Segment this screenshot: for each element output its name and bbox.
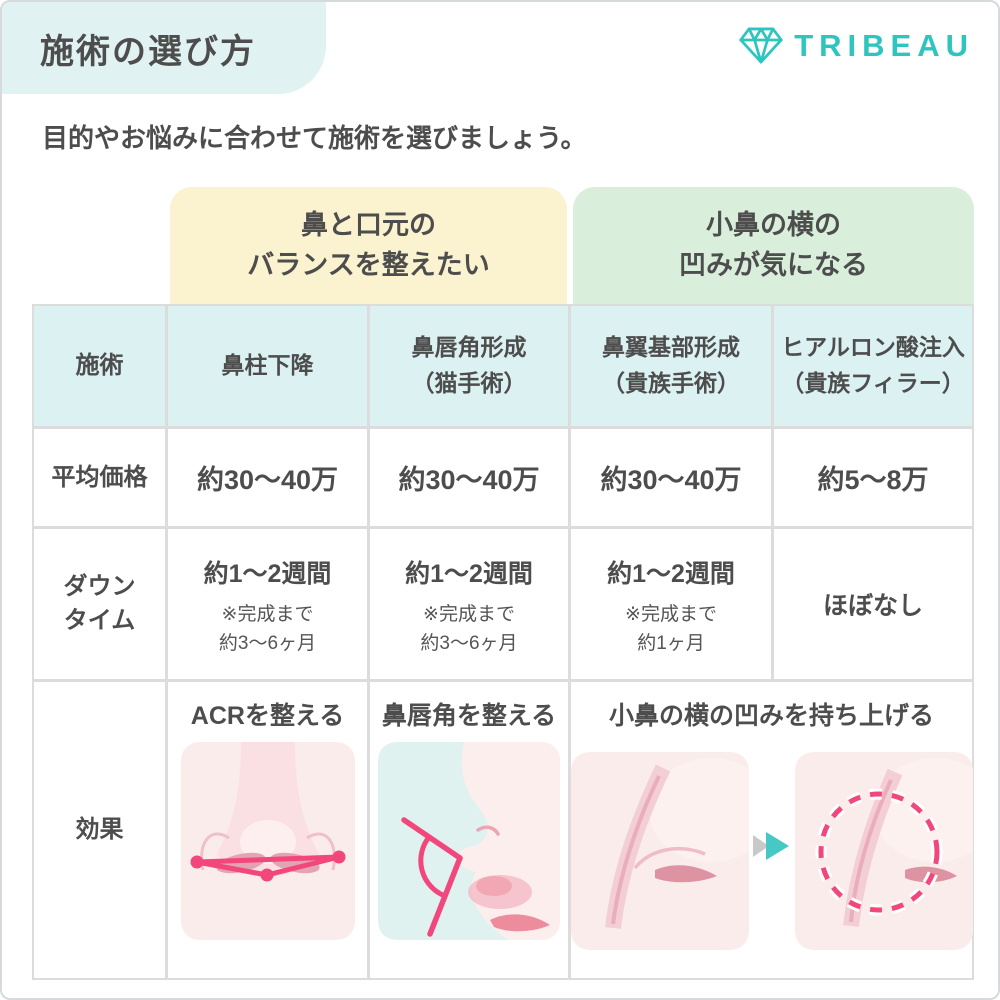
intro-text: 目的やお悩みに合わせて施術を選びましょう。 [42, 123, 587, 153]
row-header-downtime: ダウン タイム [34, 529, 165, 679]
effect-label: ACRを整える [190, 702, 345, 730]
effect-label: 鼻唇角を整える [381, 702, 557, 730]
procedure-name: 鼻唇角形成 [411, 334, 527, 361]
comparison-table: 施術 鼻柱下降 鼻唇角形成 （猫手術） 鼻翼基部形成 （貴族手術） ヒアルロン酸… [32, 304, 974, 980]
price-value: 約30〜40万 [398, 465, 540, 495]
procedure-subname: （貴族フィラー） [781, 370, 965, 396]
page-title: 施術の選び方 [40, 32, 256, 71]
downtime-note: ※完成まで [423, 603, 515, 625]
downtime-note: 約3〜6ヶ月 [420, 632, 518, 654]
before-after-row [570, 742, 973, 950]
procedure-name-cell: ヒアルロン酸注入 （貴族フィラー） [774, 306, 972, 426]
row-header-effect: 効果 [34, 682, 165, 978]
row-header-procedure: 施術 [34, 306, 165, 426]
category-alar-hollow: 小鼻の横の 凹みが気になる [573, 187, 974, 304]
price-cell: 約30〜40万 [168, 429, 367, 526]
diamond-icon [739, 27, 783, 64]
arrow-right-icon [752, 832, 789, 860]
procedure-name: 鼻柱下降 [221, 352, 314, 379]
effect-label: 小鼻の横の凹みを持ち上げる [608, 702, 934, 730]
price-value: 約30〜40万 [196, 465, 339, 495]
downtime-cell: 約1〜2週間 ※完成まで 約3〜6ヶ月 [370, 529, 568, 679]
row-header-label: タイム [63, 607, 136, 634]
row-header-price: 平均価格 [34, 429, 165, 526]
procedure-name-cell: 鼻柱下降 [168, 306, 367, 426]
category-label-line: 凹みが気になる [679, 249, 868, 280]
downtime-value: 約1〜2週間 [203, 559, 332, 588]
procedure-name-cell: 鼻唇角形成 （猫手術） [370, 306, 568, 426]
downtime-cell: 約1〜2週間 ※完成まで 約3〜6ヶ月 [168, 529, 367, 679]
price-value: 約30〜40万 [600, 465, 742, 495]
procedure-name: ヒアルロン酸注入 [781, 334, 965, 361]
category-label-line: バランスを整えたい [247, 249, 490, 280]
downtime-value: ほぼなし [822, 592, 923, 620]
price-value: 約5〜8万 [817, 465, 929, 495]
downtime-note: ※完成まで [221, 603, 314, 625]
row-header-label: 施術 [75, 352, 124, 380]
page-title-badge: 施術の選び方 [2, 2, 326, 94]
procedure-subname: （貴族手術） [602, 370, 740, 396]
row-header-label: 効果 [75, 816, 124, 844]
effect-cell-nasolabial: 鼻唇角を整える [370, 682, 568, 978]
brand-name: TRIBEAU [794, 27, 974, 63]
price-cell: 約30〜40万 [370, 429, 568, 526]
alar-hollow-before-illustration [570, 752, 749, 950]
row-header-label: ダウン [63, 573, 136, 601]
downtime-value: 約1〜2週間 [405, 559, 533, 588]
category-nose-mouth-balance: 鼻と口元の バランスを整えたい [170, 187, 567, 304]
effect-cell-alar-hollow: 小鼻の横の凹みを持ち上げる [570, 682, 973, 978]
procedure-name-cell: 鼻翼基部形成 （貴族手術） [571, 306, 771, 426]
brand-logo: TRIBEAU [738, 26, 974, 65]
category-label-line: 小鼻の横の [706, 210, 841, 241]
category-label-line: 鼻と口元の [301, 210, 436, 241]
downtime-cell: 約1〜2週間 ※完成まで 約1ヶ月 [571, 529, 771, 679]
procedure-name: 鼻翼基部形成 [602, 334, 740, 361]
downtime-value: 約1〜2週間 [607, 559, 735, 588]
price-cell: 約30〜40万 [571, 429, 771, 526]
downtime-cell: ほぼなし [774, 529, 972, 679]
downtime-note: 約1ヶ月 [637, 632, 705, 654]
nose-profile-angle-illustration [378, 742, 560, 940]
effect-cell-acr: ACRを整える [168, 682, 367, 978]
procedure-subname: （猫手術） [411, 370, 527, 396]
category-header-row: 鼻と口元の バランスを整えたい 小鼻の横の 凹みが気になる [32, 187, 974, 304]
price-cell: 約5〜8万 [774, 429, 972, 526]
nose-bottom-view-acr-illustration [180, 742, 355, 940]
alar-hollow-after-illustration [794, 752, 973, 950]
row-header-label: 平均価格 [51, 463, 148, 491]
downtime-note: 約3〜6ヶ月 [218, 632, 317, 654]
downtime-note: ※完成まで [625, 603, 717, 625]
